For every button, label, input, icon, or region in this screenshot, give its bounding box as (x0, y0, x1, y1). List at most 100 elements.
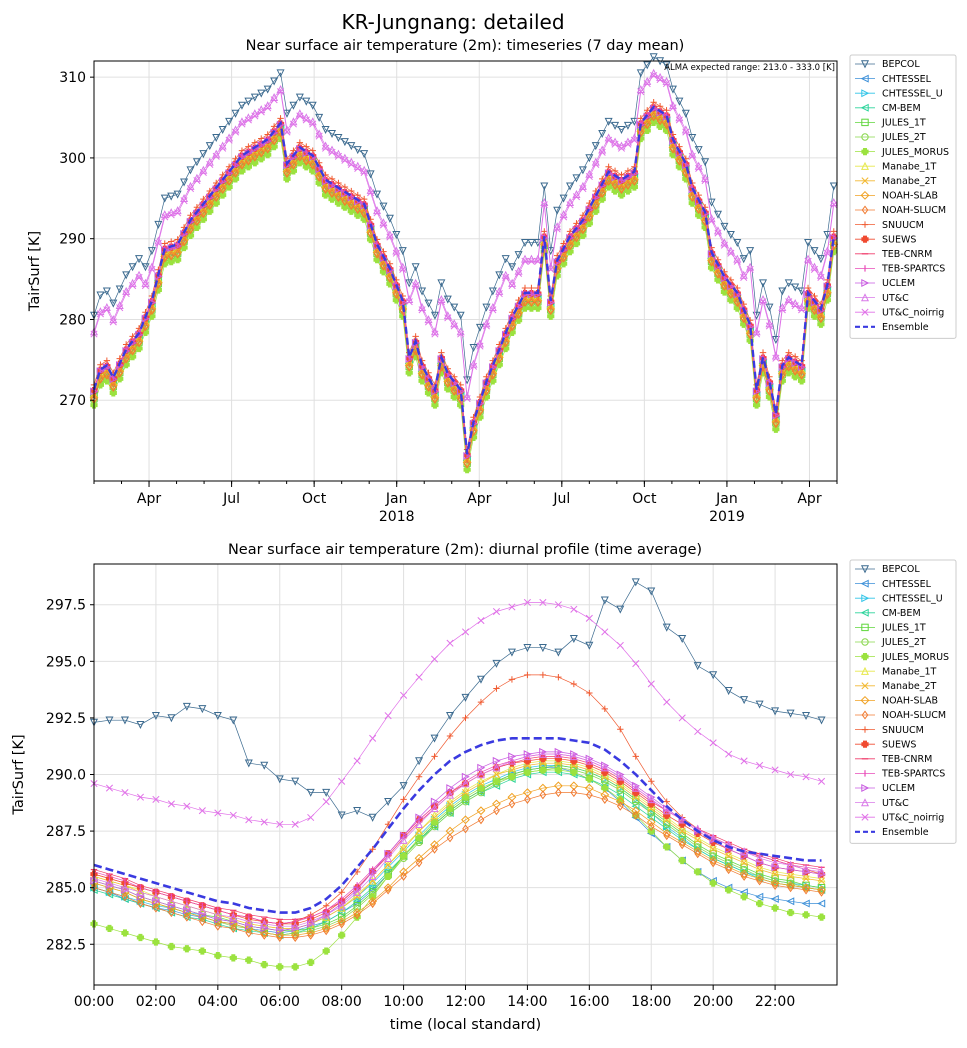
data-point (257, 148, 265, 158)
data-point (650, 71, 658, 80)
data-point (598, 129, 607, 139)
data-point (514, 251, 523, 260)
data-point (308, 101, 317, 110)
data-point (676, 156, 683, 166)
data-point (328, 195, 336, 203)
data-point (116, 304, 124, 312)
data-point (307, 958, 315, 966)
data-point (508, 281, 516, 290)
data-point (540, 182, 549, 191)
data-point (656, 76, 664, 84)
data-point (245, 156, 252, 166)
data-point (415, 813, 424, 822)
data-point (135, 338, 143, 348)
data-point (399, 265, 407, 273)
data-point (96, 291, 105, 300)
legend-marker (861, 726, 869, 733)
data-point (347, 157, 356, 166)
data-point (206, 201, 214, 211)
data-point (338, 888, 345, 896)
data-point (206, 160, 214, 168)
data-point (772, 411, 781, 420)
x-tick-label: Apr (467, 491, 491, 507)
data-point (244, 917, 253, 926)
data-point (167, 211, 175, 219)
data-point (801, 883, 811, 893)
data-point (322, 788, 331, 797)
data-point (630, 117, 639, 126)
data-point (219, 144, 227, 152)
data-point (601, 705, 609, 713)
data-point (668, 85, 677, 94)
legend-label: CM-BEM (882, 103, 921, 114)
data-point (647, 587, 656, 596)
data-point (727, 296, 735, 304)
data-point (353, 893, 361, 901)
data-point (115, 285, 124, 294)
data-point (353, 887, 362, 896)
data-point (746, 247, 755, 256)
legend-label: JULES_1T (881, 118, 926, 129)
data-point (784, 294, 793, 303)
data-point (180, 178, 189, 187)
data-point (437, 279, 446, 288)
data-point (502, 273, 510, 282)
data-point (566, 182, 575, 191)
data-point (373, 249, 381, 259)
data-point (675, 163, 683, 171)
data-point (152, 903, 160, 913)
data-point (347, 142, 356, 151)
data-point (624, 180, 632, 190)
data-point (649, 68, 658, 77)
data-point (772, 425, 780, 433)
data-point (386, 233, 394, 241)
data-point (430, 813, 439, 822)
data-point (461, 693, 470, 702)
data-point (167, 942, 175, 951)
data-point (354, 211, 362, 219)
data-point (152, 938, 160, 946)
data-point (105, 716, 114, 725)
data-point (430, 393, 440, 403)
data-point (168, 908, 175, 918)
data-point (450, 393, 458, 401)
legend-label: UT&C_noirrig (882, 812, 944, 823)
data-point (276, 820, 284, 828)
data-point (446, 784, 455, 793)
data-point (328, 145, 337, 154)
data-point (523, 644, 532, 653)
legend-marker (861, 594, 870, 603)
legend-label: Manabe_1T (882, 161, 937, 172)
legend-marker (861, 205, 869, 215)
legend-marker (860, 608, 869, 617)
data-point (797, 369, 807, 378)
data-point (167, 208, 176, 217)
data-point (695, 205, 703, 215)
data-point (611, 140, 619, 148)
data-point (263, 85, 272, 94)
data-point (733, 239, 742, 248)
data-point (688, 185, 697, 194)
data-point (488, 287, 497, 296)
data-point (109, 318, 117, 326)
data-point (647, 822, 655, 832)
data-point (592, 160, 600, 168)
data-point (412, 281, 420, 290)
data-point (533, 254, 542, 263)
data-point (430, 804, 439, 813)
data-point (379, 202, 388, 211)
data-point (128, 263, 137, 272)
data-point (328, 148, 336, 156)
data-point (600, 790, 610, 800)
data-point (360, 150, 369, 159)
data-point (752, 393, 761, 403)
data-point (709, 739, 717, 747)
data-point (136, 793, 144, 801)
data-point (647, 680, 655, 688)
data-point (322, 184, 329, 194)
data-point (617, 125, 626, 134)
data-point (818, 887, 825, 897)
data-point (446, 833, 454, 843)
data-point (102, 287, 111, 296)
data-point (352, 908, 362, 917)
